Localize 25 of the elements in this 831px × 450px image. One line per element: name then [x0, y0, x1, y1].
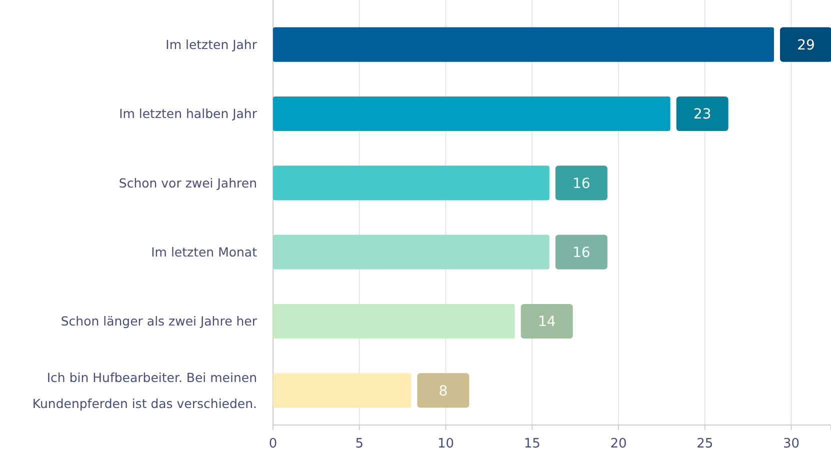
data-label: 16: [572, 244, 590, 261]
x-tick-label: 30: [782, 436, 800, 450]
y-tick-label: Im letzten halben Jahr: [119, 106, 258, 122]
data-label: 14: [538, 314, 556, 330]
y-tick-label: Im letzten Monat: [151, 244, 258, 260]
bar: [273, 166, 550, 200]
data-label: 23: [693, 106, 712, 123]
y-tick-label: Schon vor zwei Jahren: [118, 175, 257, 190]
x-tick-label: 20: [610, 436, 627, 450]
x-tick-label: 5: [355, 436, 364, 450]
x-tick-label: 0: [268, 436, 278, 450]
x-tick-label: 10: [437, 436, 454, 450]
bar: [273, 304, 515, 339]
bar: [273, 234, 550, 270]
bar: [273, 96, 670, 132]
data-label: 16: [572, 176, 590, 192]
y-tick-label: Im letzten Jahr: [166, 36, 258, 52]
y-tick-label: Ich bin Hufbearbeiter. Bei meinen Kundenpferden ist das verschieden.: [32, 370, 257, 411]
bar: [273, 27, 774, 62]
data-label: 8: [438, 383, 448, 400]
y-tick-label: Schon länger als zwei Jahre her: [60, 314, 258, 329]
x-tick-label: 25: [696, 436, 714, 450]
bar: [273, 373, 412, 408]
data-label: 29: [797, 37, 815, 54]
x-tick-label: 15: [524, 436, 540, 450]
